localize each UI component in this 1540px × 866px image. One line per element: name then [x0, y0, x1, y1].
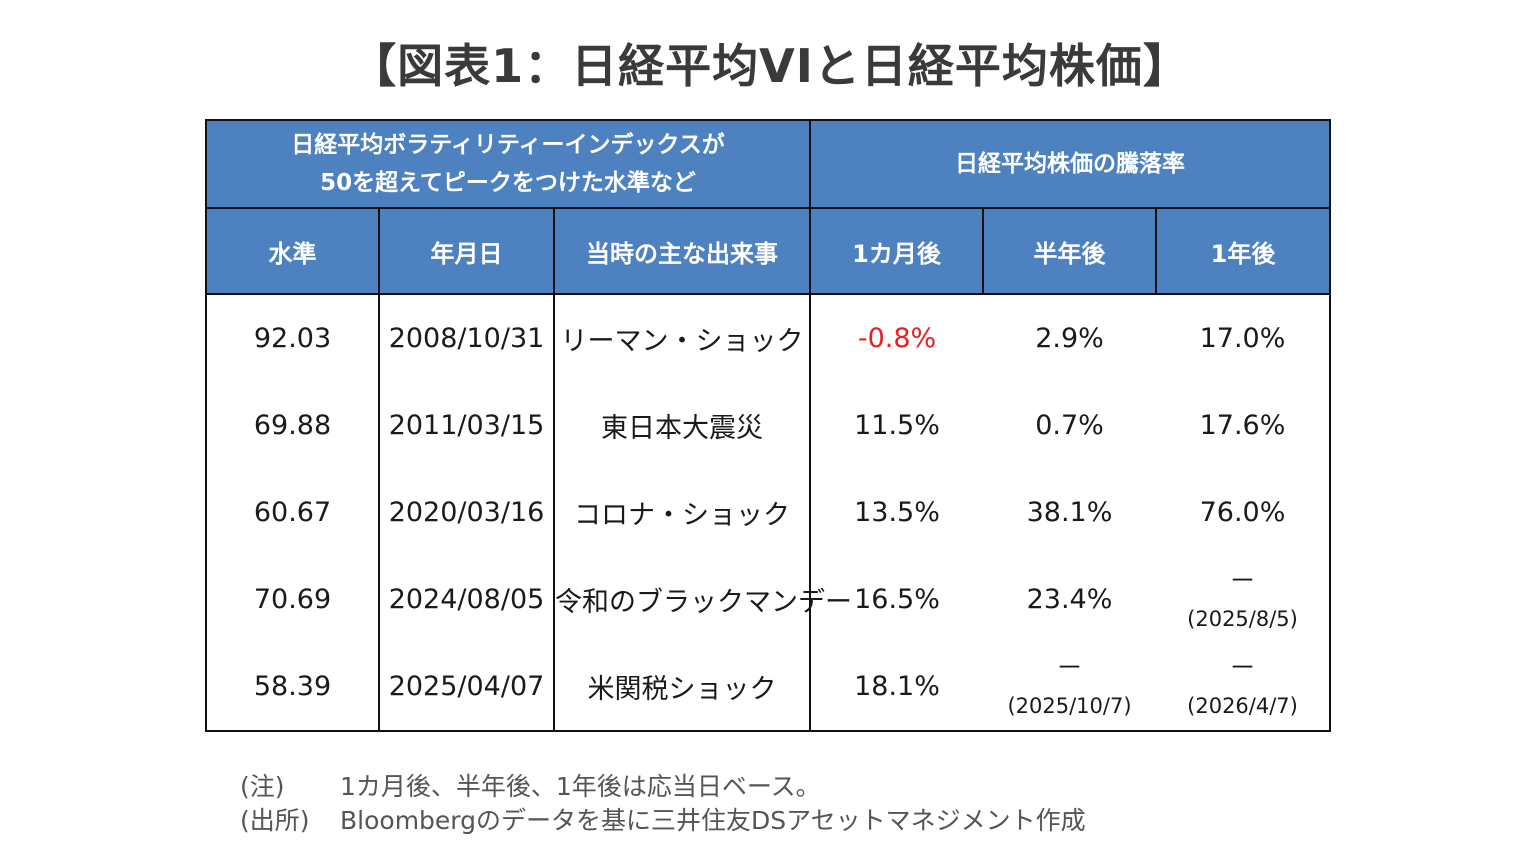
column-header-after-1m: 1カ月後	[809, 207, 984, 295]
cell-after-1m: 18.1%	[809, 643, 983, 732]
note-row: (注) 1カ月後、半年後、1年後は応当日ベース。	[240, 770, 1086, 804]
cell-after-1m: 11.5%	[809, 382, 983, 469]
table-row: 60.67 2020/03/16 コロナ・ショック 13.5% 38.1% 76…	[205, 469, 1332, 556]
column-header-date: 年月日	[378, 207, 555, 295]
footnotes: (注) 1カ月後、半年後、1年後は応当日ベース。 (出所) Bloombergの…	[240, 770, 1086, 838]
table-row: 69.88 2011/03/15 東日本大震災 11.5% 0.7% 17.6%	[205, 382, 1332, 469]
data-table-container: 日経平均ボラティリティーインデックスが 50を超えてピークをつけた水準など 日経…	[205, 119, 1332, 732]
cell-level: 92.03	[205, 294, 380, 382]
cell-event: 東日本大震災	[553, 382, 811, 469]
cell-after-1y: 76.0%	[1156, 469, 1332, 556]
cell-level: 60.67	[205, 469, 380, 556]
cell-after-6m: － (2025/10/7)	[983, 643, 1156, 732]
cell-after-6m: 0.7%	[1035, 410, 1104, 441]
cell-date: 2020/03/16	[378, 469, 555, 556]
cell-event: コロナ・ショック	[553, 469, 811, 556]
cell-event: 米関税ショック	[553, 643, 811, 732]
cell-level: 69.88	[205, 382, 380, 469]
cell-after-1y: － (2025/8/5)	[1156, 556, 1332, 643]
cell-date: 2024/08/05	[378, 556, 555, 643]
source-label: (出所)	[240, 806, 310, 835]
column-header-after-1y: 1年後	[1154, 207, 1332, 295]
note-text: 1カ月後、半年後、1年後は応当日ベース。	[340, 772, 821, 801]
group-header-vi: 日経平均ボラティリティーインデックスが 50を超えてピークをつけた水準など	[205, 119, 811, 209]
source-text: Bloombergのデータを基に三井住友DSアセットマネジメント作成	[340, 806, 1086, 835]
cell-after-1y: 17.6%	[1156, 382, 1332, 469]
cell-after-6m: 38.1%	[1026, 497, 1113, 528]
group-header-price-change: 日経平均株価の騰落率	[808, 119, 1332, 209]
vi-table: 日経平均ボラティリティーインデックスが 50を超えてピークをつけた水準など 日経…	[205, 119, 1332, 732]
cell-level: 58.39	[205, 643, 380, 732]
cell-after-1y-date-note: (2026/4/7)	[1187, 693, 1298, 718]
cell-date: 2011/03/15	[378, 382, 555, 469]
group-header-vi-line1: 日経平均ボラティリティーインデックスが	[291, 132, 725, 158]
cell-after-1y-dash: －	[1229, 652, 1256, 684]
cell-after-1y: 17.0%	[1156, 294, 1332, 382]
group-header-vi-line2: 50を超えてピークをつけた水準など	[320, 170, 696, 196]
cell-after-6m-dash: －	[1056, 652, 1083, 684]
cell-after-1m: 16.5%	[809, 556, 983, 643]
cell-after-1y-date-note: (2025/8/5)	[1187, 606, 1298, 631]
cell-after-1m: -0.8%	[809, 294, 983, 382]
column-header-level: 水準	[205, 207, 380, 295]
cell-after-6m: 2.9%	[1035, 323, 1104, 354]
cell-date: 2025/04/07	[378, 643, 555, 732]
cell-event: リーマン・ショック	[553, 294, 811, 382]
source-row: (出所) Bloombergのデータを基に三井住友DSアセットマネジメント作成	[240, 804, 1086, 838]
note-label: (注)	[240, 772, 285, 801]
cell-after-1m: 13.5%	[809, 469, 983, 556]
page-title: 【図表1：日経平均VIと日経平均株価】	[350, 39, 1190, 93]
table-row: 70.69 2024/08/05 令和のブラックマンデー 16.5% 23.4%…	[205, 556, 1332, 643]
cell-date: 2008/10/31	[378, 294, 555, 382]
cell-after-6m-date-note: (2025/10/7)	[1007, 693, 1132, 718]
cell-event: 令和のブラックマンデー	[553, 556, 852, 643]
column-header-event: 当時の主な出来事	[553, 207, 811, 295]
table-row: 92.03 2008/10/31 リーマン・ショック -0.8% 2.9% 17…	[205, 294, 1332, 382]
table-row: 58.39 2025/04/07 米関税ショック 18.1% － (2025/1…	[205, 643, 1332, 732]
cell-level: 70.69	[205, 556, 380, 643]
cell-after-1y: － (2026/4/7)	[1156, 643, 1332, 732]
cell-after-1y-dash: －	[1229, 565, 1256, 597]
column-header-after-6m: 半年後	[982, 207, 1157, 295]
cell-after-6m: 23.4%	[1026, 584, 1113, 615]
